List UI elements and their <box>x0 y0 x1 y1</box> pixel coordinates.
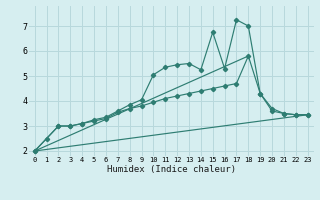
X-axis label: Humidex (Indice chaleur): Humidex (Indice chaleur) <box>107 165 236 174</box>
